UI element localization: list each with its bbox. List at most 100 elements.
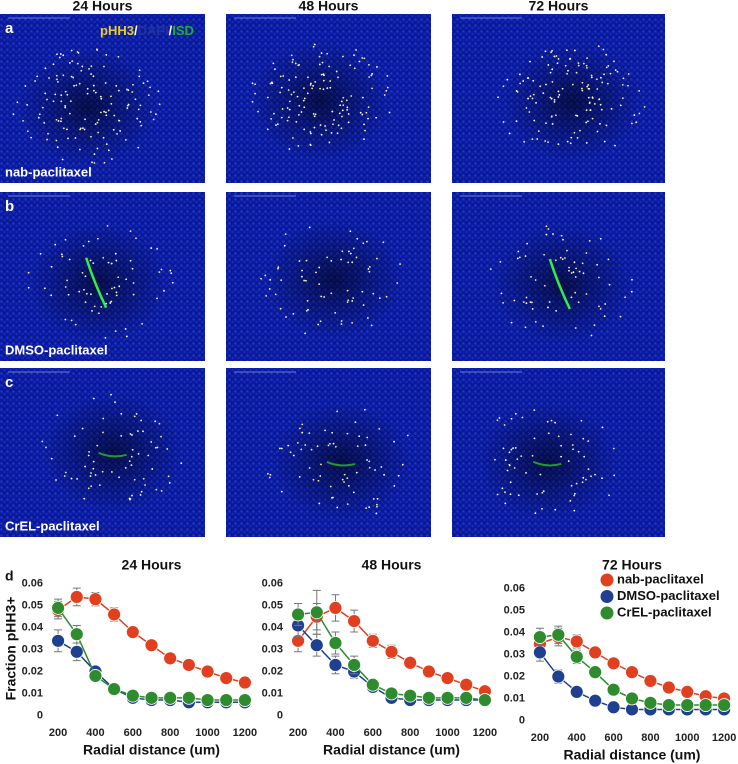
- ph3-dot: [522, 301, 525, 304]
- ph3-dot: [137, 452, 140, 455]
- data-point: [88, 592, 103, 607]
- legend-label: DMSO-paclitaxel: [617, 588, 720, 603]
- ph3-dot: [283, 244, 286, 247]
- ph3-dot: [547, 306, 549, 309]
- ph3-dot: [251, 82, 254, 85]
- ph3-dot: [543, 253, 546, 256]
- ph3-dot: [525, 302, 528, 305]
- ph3-dot: [27, 271, 30, 274]
- ph3-dot: [363, 123, 365, 126]
- ph3-dot: [378, 297, 381, 300]
- ph3-dot: [269, 473, 272, 476]
- ph3-dot: [308, 432, 311, 435]
- ph3-dot: [582, 272, 585, 275]
- ph3-dot: [81, 427, 84, 430]
- ph3-dot: [603, 315, 606, 318]
- ph3-dot: [298, 427, 301, 430]
- ph3-dot: [570, 296, 573, 299]
- ph3-dot: [564, 257, 566, 259]
- ph3-dot: [90, 135, 92, 138]
- ph3-dot: [603, 73, 605, 76]
- ph3-dot: [531, 308, 534, 310]
- data-point: [459, 677, 474, 692]
- ph3-dot: [55, 74, 58, 77]
- ph3-dot: [12, 113, 15, 116]
- ph3-dot: [555, 55, 558, 57]
- ph3-dot: [26, 130, 29, 133]
- ph3-dot: [555, 309, 558, 312]
- ph3-dot: [370, 74, 373, 77]
- ph3-dot: [107, 109, 110, 112]
- chart-title: 72 Hours: [602, 557, 662, 573]
- ph3-dot: [582, 437, 585, 440]
- ph3-dot: [553, 100, 556, 103]
- ph3-dot: [510, 321, 513, 324]
- ph3-dot: [315, 271, 317, 274]
- data-point: [144, 638, 159, 653]
- ph3-dot: [150, 441, 153, 443]
- ph3-dot: [524, 326, 527, 329]
- ph3-dot: [91, 309, 93, 312]
- ph3-dot: [100, 111, 102, 114]
- data-point: [69, 590, 84, 604]
- ph3-dot: [350, 95, 353, 97]
- ph3-dot: [68, 61, 71, 64]
- ph3-dot: [581, 87, 583, 90]
- ph3-dot: [590, 475, 592, 478]
- ph3-dot: [577, 64, 580, 67]
- ph3-dot: [50, 265, 53, 268]
- ph3-dot: [361, 57, 364, 59]
- x-tick-label: 800: [401, 727, 419, 739]
- ph3-dot: [393, 485, 396, 487]
- ph3-dot: [627, 84, 629, 87]
- ph3-dot: [353, 54, 355, 57]
- ph3-dot: [544, 50, 547, 53]
- x-tick-label: 600: [364, 727, 382, 739]
- ph3-dot: [332, 442, 335, 445]
- ph3-dot: [318, 283, 321, 286]
- ph3-dot: [545, 122, 547, 125]
- necrotic-core: [17, 46, 158, 167]
- ph3-dot: [581, 481, 584, 484]
- ph3-dot: [361, 290, 364, 293]
- ph3-dot: [365, 240, 368, 243]
- ph3-dot: [532, 79, 535, 82]
- ph3-dot: [560, 444, 563, 447]
- ph3-dot: [333, 119, 335, 121]
- data-point: [403, 655, 418, 670]
- ph3-dot: [341, 109, 344, 112]
- ph3-dot: [117, 276, 120, 279]
- ph3-dot: [355, 49, 357, 51]
- ph3-dot: [355, 471, 358, 474]
- ph3-dot: [107, 261, 110, 264]
- ph3-dot: [125, 335, 128, 338]
- ph3-dot: [131, 267, 134, 270]
- ph3-dot: [72, 76, 75, 79]
- ph3-dot: [149, 86, 151, 89]
- y-tick-label: 0.03: [22, 644, 43, 656]
- ph3-dot: [558, 93, 561, 96]
- data-point: [643, 695, 658, 710]
- ph3-dot: [279, 75, 282, 78]
- x-tick-label: 200: [289, 727, 307, 739]
- x-axis-label: Radial distance (um): [83, 742, 220, 758]
- ph3-dot: [581, 89, 584, 92]
- x-tick-label: 800: [161, 727, 179, 739]
- ph3-dot: [131, 494, 133, 497]
- ph3-dot: [297, 64, 300, 67]
- x-tick-label: 600: [604, 732, 622, 744]
- ph3-dot: [166, 448, 169, 450]
- ph3-dot: [582, 476, 585, 479]
- data-point: [625, 691, 639, 706]
- ph3-dot: [132, 83, 134, 86]
- ph3-dot: [318, 266, 321, 269]
- ph3-dot: [274, 68, 276, 71]
- ph3-dot: [340, 320, 343, 322]
- ph3-dot: [330, 259, 333, 262]
- ph3-dot: [281, 108, 284, 110]
- ph3-dot: [131, 434, 133, 436]
- y-tick-label: 0.04: [262, 622, 284, 634]
- ph3-dot: [586, 57, 588, 60]
- y-axis-label: Fraction pHH3+: [3, 597, 19, 701]
- ph3-dot: [290, 54, 293, 57]
